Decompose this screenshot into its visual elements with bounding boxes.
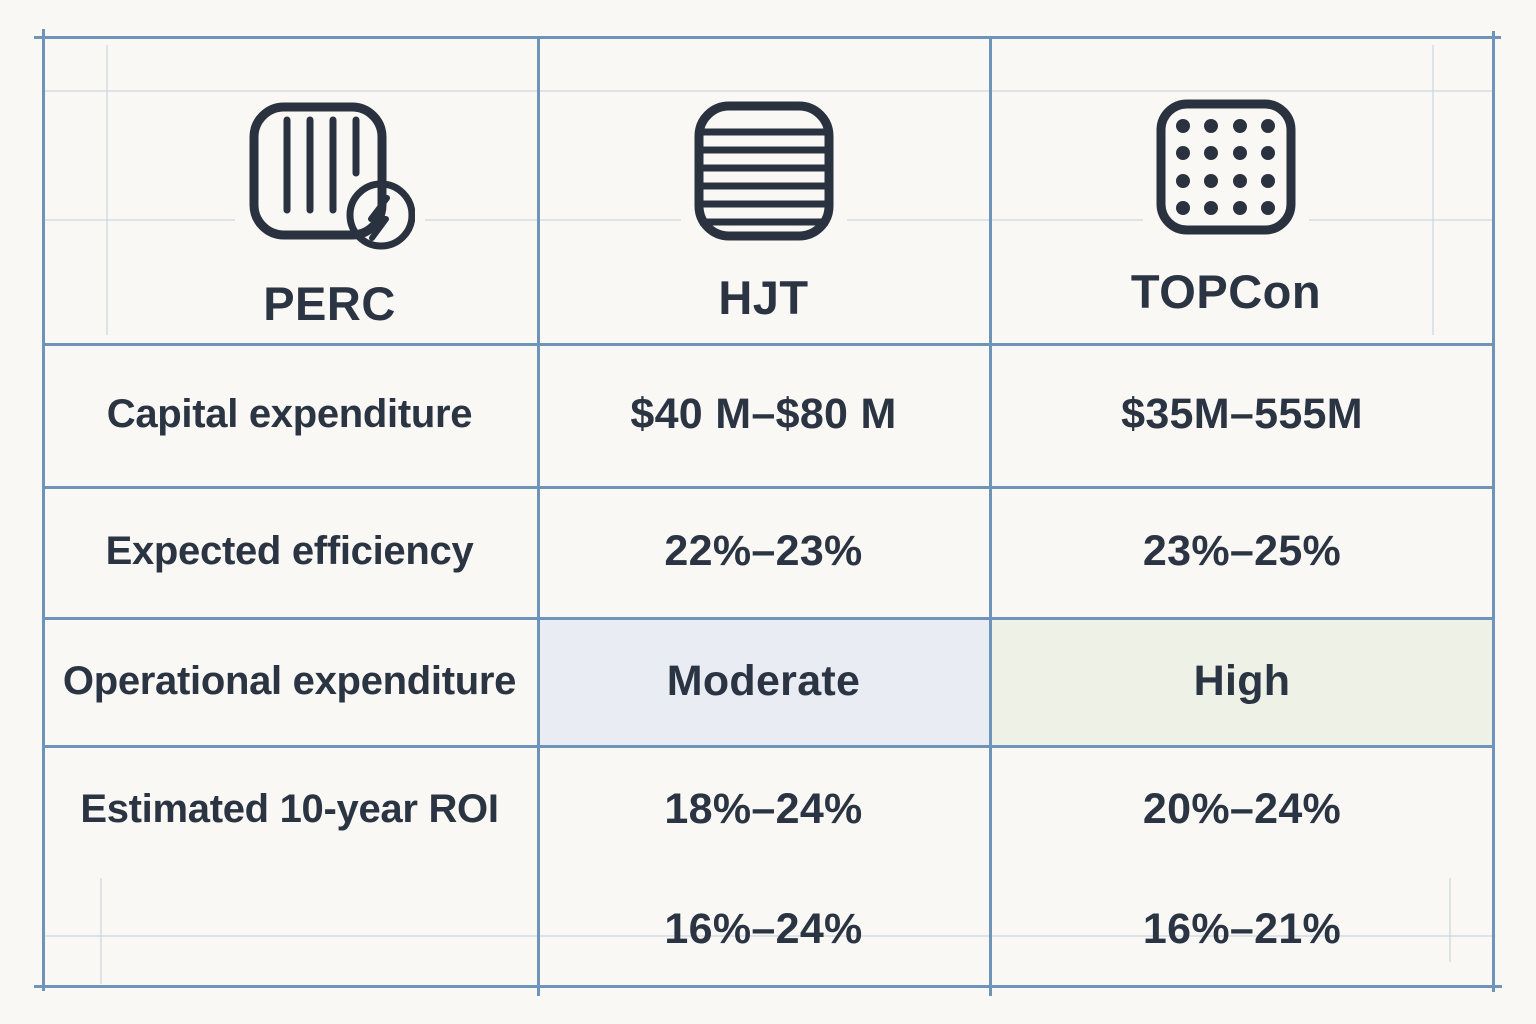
row-label-cell: Capital expenditure — [42, 343, 537, 486]
guide-line — [1432, 45, 1434, 335]
guide-line — [42, 90, 1493, 92]
value-cell-hjt: $40 M–$80 M — [537, 343, 990, 486]
column-header-topcon: TOPCon — [990, 36, 1494, 343]
value-cell-hjt-highlighted: Moderate — [537, 617, 990, 745]
value-cell-topcon: 23%–25% — [990, 486, 1494, 617]
column-header-perc: PERC — [42, 36, 537, 343]
cell-value: 16%–21% — [1142, 904, 1342, 953]
guide-line — [42, 935, 1493, 937]
table-border-left — [42, 29, 45, 991]
cell-value: 20%–24% — [1142, 784, 1342, 833]
value-cell-topcon: $35M–555M — [990, 343, 1494, 486]
row-label-cell: Operational expenditure — [42, 617, 537, 745]
guide-line — [100, 878, 102, 984]
value-cell-topcon: 20%–24% — [990, 745, 1494, 873]
value-cell-hjt: 16%–24% — [537, 873, 990, 985]
column-title: PERC — [263, 277, 396, 330]
cell-value: 22%–23% — [664, 527, 863, 575]
column-title: TOPCon — [1130, 265, 1322, 318]
solar-panel-horizontal-lines-icon — [680, 94, 847, 248]
value-cell-topcon-highlighted: High — [990, 617, 1494, 745]
table-column-divider — [537, 36, 540, 996]
table-row-divider — [42, 745, 1494, 748]
row-label: Capital expenditure — [106, 392, 473, 436]
table-column-divider — [989, 36, 992, 996]
value-cell-topcon: 16%–21% — [990, 873, 1494, 985]
cell-value: $40 M–$80 M — [630, 390, 897, 438]
row-label: Expected efficiency — [105, 529, 474, 573]
table-border-bottom — [34, 985, 1502, 988]
cell-value: 23%–25% — [1142, 527, 1342, 575]
row-label: Estimated 10-year ROI — [80, 786, 499, 831]
cell-value: $35M–555M — [1121, 390, 1363, 438]
cell-value: 18%–24% — [664, 784, 863, 833]
table-row-divider — [42, 617, 1494, 620]
table-border-top — [34, 36, 1501, 39]
value-cell-hjt: 22%–23% — [537, 486, 990, 617]
guide-line — [106, 45, 108, 335]
column-title: HJT — [718, 271, 809, 324]
table-border-right — [1492, 31, 1495, 992]
cell-value: 16%–24% — [664, 904, 863, 953]
guide-line — [1449, 878, 1451, 962]
solar-panel-dot-grid-icon — [1142, 94, 1309, 242]
row-label-cell: Estimated 10-year ROI — [42, 745, 537, 873]
cell-value: Moderate — [666, 656, 861, 705]
solar-panel-vertical-lines-bolt-icon — [234, 94, 425, 254]
value-cell-hjt: 18%–24% — [537, 745, 990, 873]
comparison-table: PERC HJT — [42, 36, 1494, 985]
row-label-cell-empty — [42, 873, 537, 985]
table-row-divider — [42, 343, 1494, 346]
cell-value: High — [1193, 656, 1291, 705]
table-row-divider — [42, 486, 1494, 489]
row-label: Operational expenditure — [62, 658, 517, 703]
row-label-cell: Expected efficiency — [42, 486, 537, 617]
column-header-hjt: HJT — [537, 36, 990, 343]
